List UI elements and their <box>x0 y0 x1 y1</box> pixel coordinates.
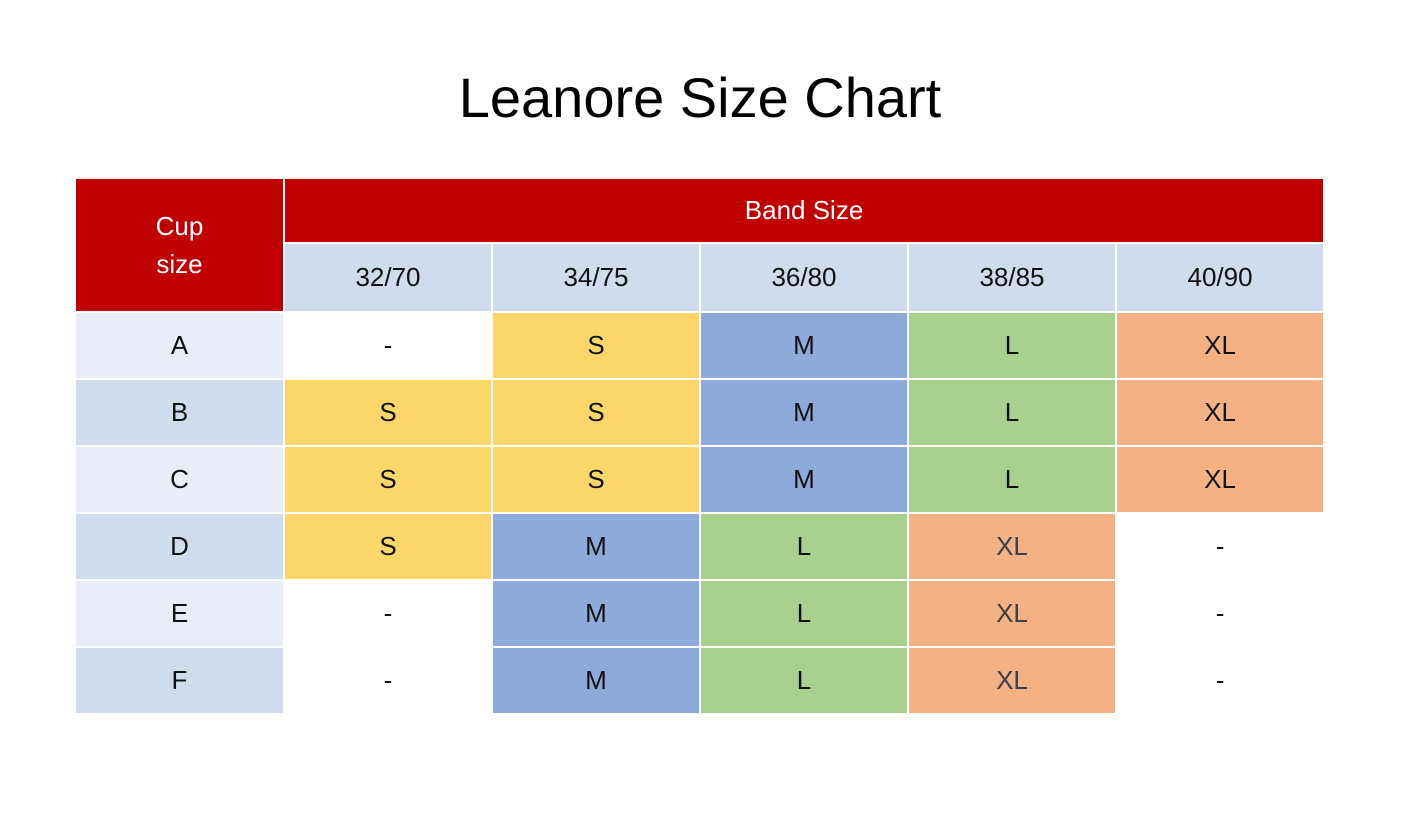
cup-size-header: Cup size <box>74 177 285 313</box>
cup-size-cell: A <box>74 311 285 380</box>
size-cell: XL <box>1114 378 1326 447</box>
band-size-header: Band Size <box>282 177 1326 244</box>
cup-size-cell: F <box>74 646 285 715</box>
cup-size-cell: D <box>74 512 285 581</box>
size-cell: - <box>1114 579 1326 648</box>
band-size-38-85: 38/85 <box>907 241 1117 314</box>
size-cell: M <box>699 378 909 447</box>
size-cell: XL <box>907 579 1117 648</box>
size-cell: M <box>699 311 909 380</box>
size-cell: S <box>491 311 701 380</box>
size-cell: M <box>491 512 701 581</box>
size-cell: S <box>283 378 493 447</box>
table-row: E - M L XL - <box>74 579 1326 648</box>
size-cell: XL <box>907 646 1117 715</box>
cup-size-cell: B <box>74 378 285 447</box>
size-cell: - <box>283 646 493 715</box>
page-title: Leanore Size Chart <box>458 66 942 129</box>
size-cell: L <box>907 378 1117 447</box>
size-cell: S <box>491 378 701 447</box>
size-cell: XL <box>907 512 1117 581</box>
table-row: C S S M L XL <box>74 445 1326 514</box>
band-size-40-90: 40/90 <box>1114 241 1326 314</box>
size-cell: M <box>699 445 909 514</box>
cup-size-cell: C <box>74 445 285 514</box>
band-size-34-75: 34/75 <box>491 241 701 314</box>
table-row: F - M L XL - <box>74 646 1326 715</box>
table-row: D S M L XL - <box>74 512 1326 581</box>
size-cell: - <box>283 311 493 380</box>
table-row: B S S M L XL <box>74 378 1326 447</box>
cup-size-header-line1: Cup <box>155 211 204 241</box>
size-cell: XL <box>1114 311 1326 380</box>
band-size-36-80: 36/80 <box>699 241 909 314</box>
size-cell: L <box>699 579 909 648</box>
table-row: A - S M L XL <box>74 311 1326 380</box>
size-cell: L <box>699 646 909 715</box>
size-cell: XL <box>1114 445 1326 514</box>
size-cell: - <box>1114 646 1326 715</box>
cup-size-header-line2: size <box>156 249 203 279</box>
size-cell: S <box>491 445 701 514</box>
cup-size-cell: E <box>74 579 285 648</box>
size-cell: S <box>283 512 493 581</box>
size-cell: M <box>491 646 701 715</box>
size-cell: S <box>283 445 493 514</box>
size-chart-table: Cup size Band Size 32/70 34/75 36/80 38/… <box>74 177 1326 715</box>
size-cell: - <box>1114 512 1326 581</box>
band-size-32-70: 32/70 <box>283 241 493 314</box>
size-cell: - <box>283 579 493 648</box>
size-cell: L <box>699 512 909 581</box>
size-cell: L <box>907 311 1117 380</box>
size-cell: L <box>907 445 1117 514</box>
size-cell: M <box>491 579 701 648</box>
